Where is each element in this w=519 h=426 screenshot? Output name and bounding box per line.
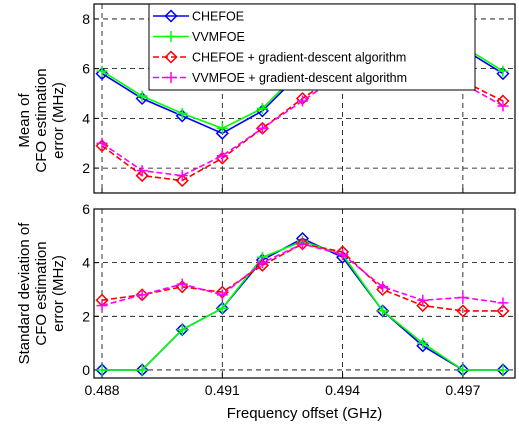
mean-ytick-label-3: 8: [82, 11, 90, 27]
x-axis-label-group: Frequency offset (GHz): [227, 405, 383, 422]
std-ytick-label-0: 0: [82, 362, 90, 378]
mean-ytick-label-0: 2: [82, 160, 90, 176]
std-point-s3-2: [176, 278, 188, 290]
mean-ytick-label-1: 4: [82, 110, 90, 126]
std-series-line-1: [102, 240, 503, 371]
mean-point-s3-4: [256, 122, 268, 134]
mean-point-s3-3: [216, 150, 228, 162]
std-point-s3-1: [136, 289, 148, 301]
legend-box: [148, 3, 476, 91]
std-point-s3-0: [96, 300, 108, 312]
std-point-s3-10: [497, 297, 509, 309]
mean-point-s1-4: [256, 102, 268, 114]
mean-y-axis-label-line-0: Mean of: [16, 93, 33, 148]
mean-point-s0-3: [215, 126, 229, 140]
std-point-s1-3: [216, 302, 228, 314]
std-series-line-2: [101, 243, 503, 312]
legend-marker-0: [164, 9, 178, 23]
legend-marker-2: [164, 50, 178, 64]
mean-point-s3-0: [96, 137, 108, 149]
std-series-1: [96, 235, 509, 376]
mean-point-s1-1: [136, 90, 148, 102]
mean-point-s3-5: [296, 95, 308, 107]
legend-label-1: VVMFOE: [192, 30, 245, 44]
std-point-s3-9: [457, 292, 469, 304]
std-point-s0-8: [416, 339, 430, 353]
mean-ytick-label-2: 6: [82, 61, 90, 77]
mean-point-s3-10: [497, 100, 509, 112]
std-plot-frame: [93, 208, 516, 379]
legend-marker-3: [165, 72, 177, 83]
std-point-s1-7: [377, 305, 389, 317]
mean-point-s1-10: [497, 65, 509, 77]
std-y-axis-label-line-2: error (MHz): [50, 255, 67, 332]
mean-point-s1-3: [216, 122, 228, 134]
mean-point-s3-1: [136, 165, 148, 177]
legend-marker-1: [165, 31, 177, 42]
mean-point-s3-2: [176, 170, 188, 182]
std-point-s1-10: [497, 364, 509, 376]
std-y-axis-label-line-0: Standard deviation of: [16, 222, 33, 365]
legend-label-3: VVMFOE + gradient-descent algorithm: [192, 71, 407, 85]
std-point-s2-10: [496, 304, 510, 318]
std-point-s3-4: [256, 257, 268, 269]
x-axis-label: Frequency offset (GHz): [227, 405, 383, 422]
std-point-s2-4: [255, 258, 269, 272]
std-ytick-label-1: 2: [82, 308, 90, 324]
legend-label-2: CHEFOE + gradient-descent algorithm: [192, 51, 406, 65]
mean-point-s2-2: [175, 174, 189, 188]
std-point-s1-8: [417, 337, 429, 349]
mean-y-axis-label: Mean ofCFO estimationerror (MHz): [16, 68, 67, 172]
plot-std-error: 0 2 4 6 0.488 0.491 0.494 0.497 Standard deviati…: [16, 201, 516, 398]
std-point-s1-0: [96, 364, 108, 376]
std-series-line-3: [101, 243, 504, 307]
std-series-2: [95, 237, 510, 318]
mean-point-s1-0: [96, 65, 108, 77]
std-point-s2-8: [416, 299, 430, 313]
std-point-s3-6: [337, 249, 349, 261]
legend-label-0: CHEFOE: [192, 10, 244, 24]
std-series-3: [96, 238, 509, 312]
std-point-s2-9: [456, 304, 470, 318]
std-point-s1-2: [176, 324, 188, 336]
mean-y-axis-label-line-1: CFO estimation: [33, 68, 50, 172]
std-point-s3-8: [417, 294, 429, 306]
std-ytick-label-2: 4: [82, 255, 90, 271]
std-xtick-label-2: 0.494: [325, 382, 360, 398]
std-point-s1-9: [457, 364, 469, 376]
plot-mean-error: 2 4 6 8 Mean ofCFO estimationerror (MHz) CHEF…: [16, 3, 516, 194]
std-ytick-label-3: 6: [82, 201, 90, 217]
std-y-axis-label-line-1: CFO estimation: [33, 241, 50, 345]
std-point-s1-1: [136, 364, 148, 376]
std-point-s3-5: [296, 238, 308, 250]
mean-y-axis-label-line-2: error (MHz): [50, 82, 67, 159]
std-point-s3-3: [216, 289, 228, 301]
std-xtick-label-0: 0.488: [84, 382, 119, 398]
legend: CHEFOE VVMFOE CHEFOE + gradient-descent al…: [148, 3, 476, 91]
mean-point-s2-1: [135, 169, 149, 183]
mean-point-s1-2: [176, 107, 188, 119]
std-xtick-label-1: 0.491: [205, 382, 240, 398]
std-point-s3-7: [377, 281, 389, 293]
std-xtick-label-3: 0.497: [445, 382, 480, 398]
std-y-axis-label: Standard deviation ofCFO estimationerror…: [16, 222, 67, 365]
